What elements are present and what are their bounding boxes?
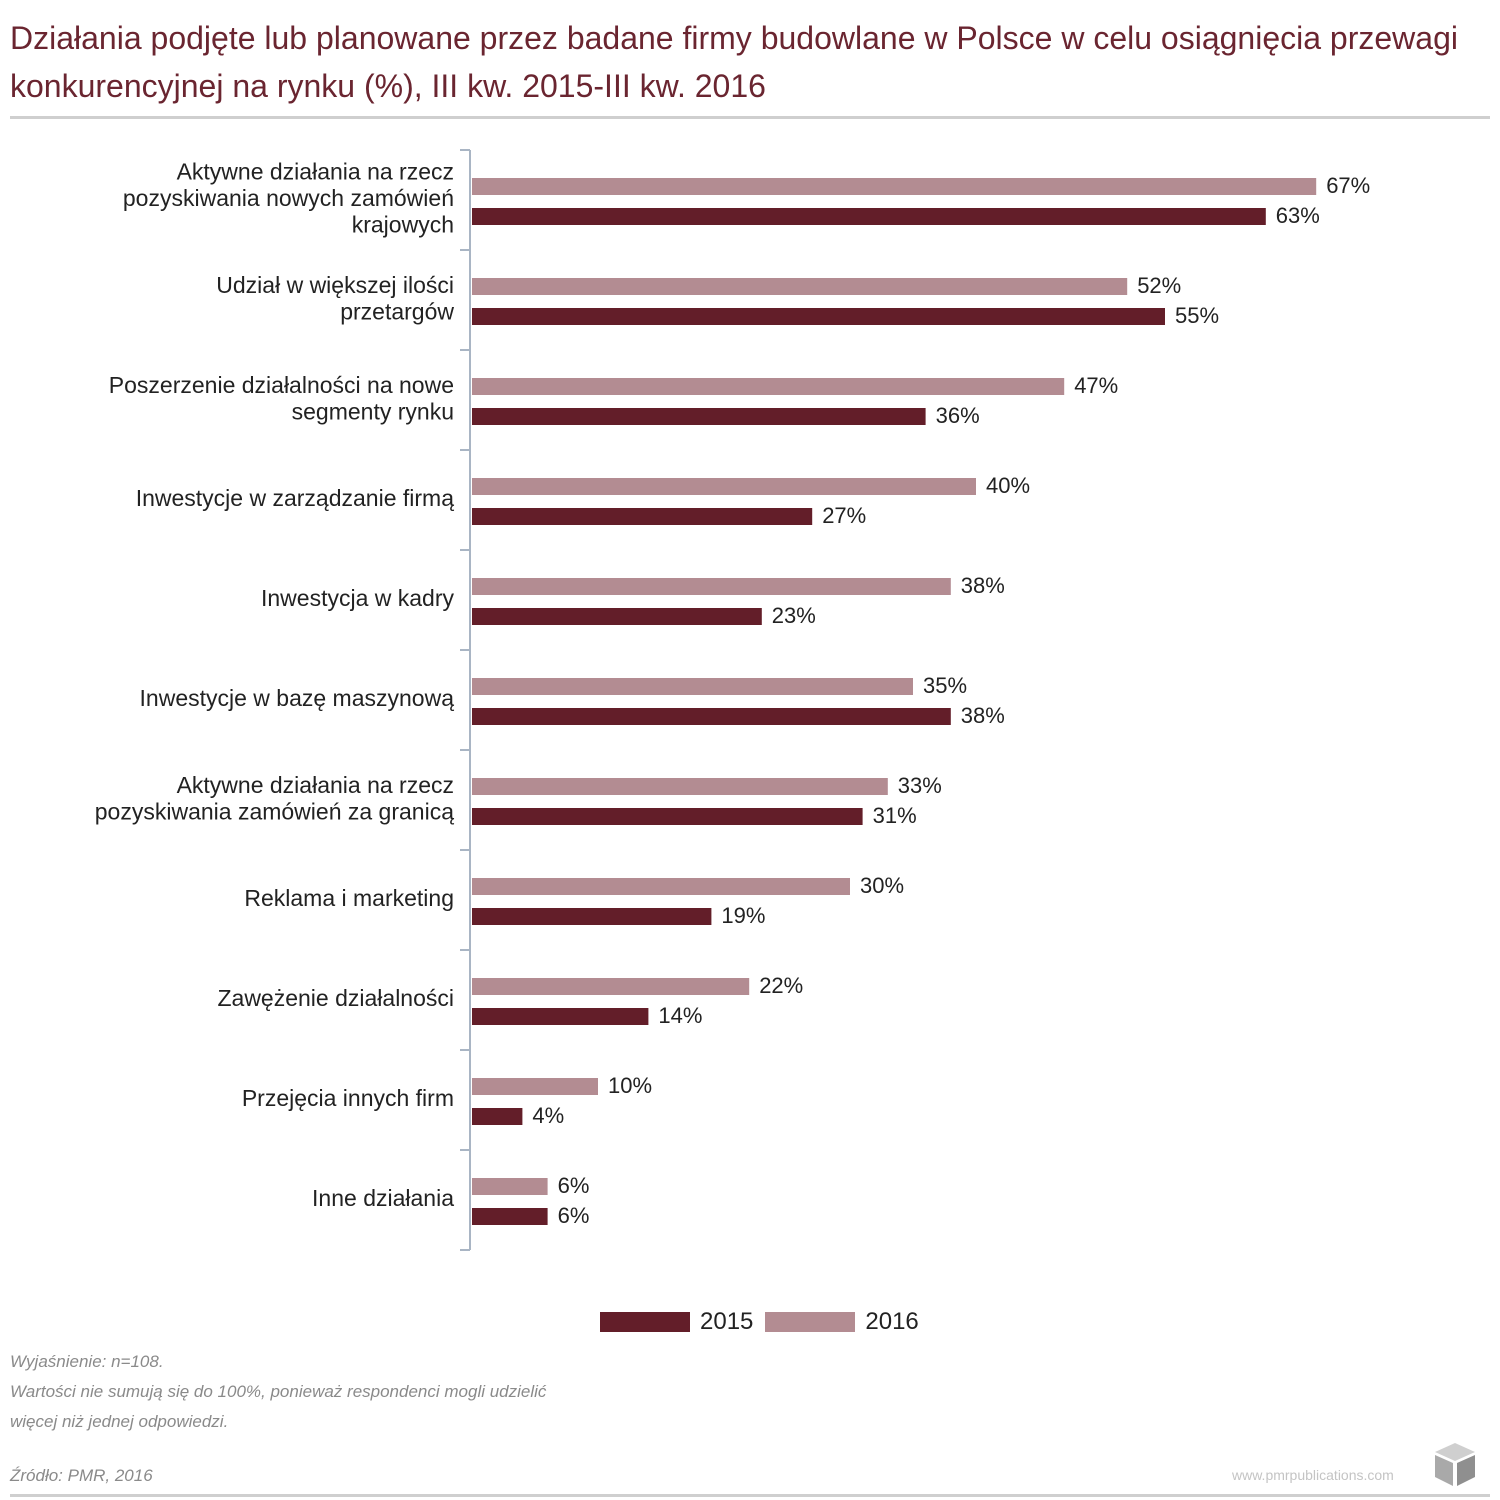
footer-divider <box>10 1494 1490 1497</box>
category-label: Aktywne działania na rzecz pozyskiwania z… <box>95 772 454 825</box>
bar-2015 <box>472 1008 649 1025</box>
data-label-2016: 33% <box>898 773 942 798</box>
bar-2015 <box>472 808 863 825</box>
chart-legend: 2015 2016 <box>600 1308 931 1336</box>
category-label: Inwestycje w bazę maszynową <box>140 685 455 711</box>
category-label: Aktywne działania na rzecz pozyskiwania n… <box>123 159 454 238</box>
legend-item-2016: 2016 <box>765 1308 919 1336</box>
source-note: Źródło: PMR, 2016 <box>10 1466 153 1485</box>
data-label-2015: 36% <box>936 403 980 428</box>
legend-label-2015: 2015 <box>700 1308 754 1335</box>
footnote-multiple-answers: Wartości nie sumują się do 100%, poniewa… <box>10 1382 547 1401</box>
data-label-2015: 23% <box>772 603 816 628</box>
data-label-2016: 47% <box>1074 373 1118 398</box>
bar-chart: Aktywne działania na rzecz pozyskiwania n… <box>95 149 1370 1251</box>
pmr-cube-logo-icon <box>1435 1443 1475 1486</box>
bar-2015 <box>472 908 712 925</box>
bar-2016 <box>472 678 913 695</box>
bar-2016 <box>472 878 850 895</box>
bar-2016 <box>472 778 888 795</box>
chart-title: Działania podjęte lub planowane przez ba… <box>10 20 1458 104</box>
bar-2015 <box>472 308 1165 325</box>
category-label: Inwestycja w kadry <box>261 585 455 611</box>
footnote-multiple-answers-cont: więcej niż jednej odpowiedzi. <box>10 1412 229 1431</box>
category-label: Inne działania <box>312 1185 454 1211</box>
footnote-sample-size: Wyjaśnienie: n=108. <box>10 1352 164 1371</box>
data-label-2016: 38% <box>961 573 1005 598</box>
bar-2015 <box>472 408 926 425</box>
bar-2016 <box>472 278 1128 295</box>
bar-2015 <box>472 1108 523 1125</box>
bar-2015 <box>472 508 813 525</box>
data-label-2015: 14% <box>658 1003 702 1028</box>
legend-swatch-2016 <box>765 1312 856 1332</box>
data-label-2016: 35% <box>923 673 967 698</box>
bar-2015 <box>472 1208 548 1225</box>
data-label-2016: 40% <box>986 473 1030 498</box>
bar-2016 <box>472 1078 598 1095</box>
data-label-2016: 6% <box>558 1173 590 1198</box>
data-label-2015: 4% <box>532 1103 564 1128</box>
title-divider <box>10 116 1490 119</box>
bar-2016 <box>472 578 951 595</box>
bar-2015 <box>472 708 951 725</box>
bar-2016 <box>472 178 1317 195</box>
data-label-2015: 55% <box>1175 303 1219 328</box>
data-label-2016: 10% <box>608 1073 652 1098</box>
category-label: Zawężenie działalności <box>217 985 454 1011</box>
category-label: Reklama i marketing <box>244 885 454 911</box>
bar-2016 <box>472 978 750 995</box>
legend-item-2015: 2015 <box>600 1308 753 1336</box>
data-label-2015: 27% <box>822 503 866 528</box>
website-link[interactable]: www.pmrpublications.com <box>1232 1467 1394 1483</box>
legend-label-2016: 2016 <box>865 1308 919 1335</box>
data-label-2016: 52% <box>1137 273 1181 298</box>
data-label-2016: 67% <box>1326 173 1370 198</box>
data-label-2015: 19% <box>721 903 765 928</box>
legend-swatch-2015 <box>600 1312 690 1332</box>
bar-2016 <box>472 1178 548 1195</box>
bar-2016 <box>472 478 976 495</box>
data-label-2016: 22% <box>759 973 803 998</box>
data-label-2015: 6% <box>558 1203 590 1228</box>
category-label: Udział w większej ilości przetargów <box>216 272 454 325</box>
category-label: Inwestycje w zarządzanie firmą <box>136 485 454 511</box>
bar-2016 <box>472 378 1065 395</box>
bar-2015 <box>472 208 1266 225</box>
category-label: Poszerzenie działalności na nowe segmenty… <box>109 372 454 425</box>
data-label-2016: 30% <box>860 873 904 898</box>
data-label-2015: 63% <box>1276 203 1320 228</box>
category-label: Przejęcia innych firm <box>242 1085 454 1111</box>
data-label-2015: 31% <box>873 803 917 828</box>
data-label-2015: 38% <box>961 703 1005 728</box>
bar-2015 <box>472 608 762 625</box>
